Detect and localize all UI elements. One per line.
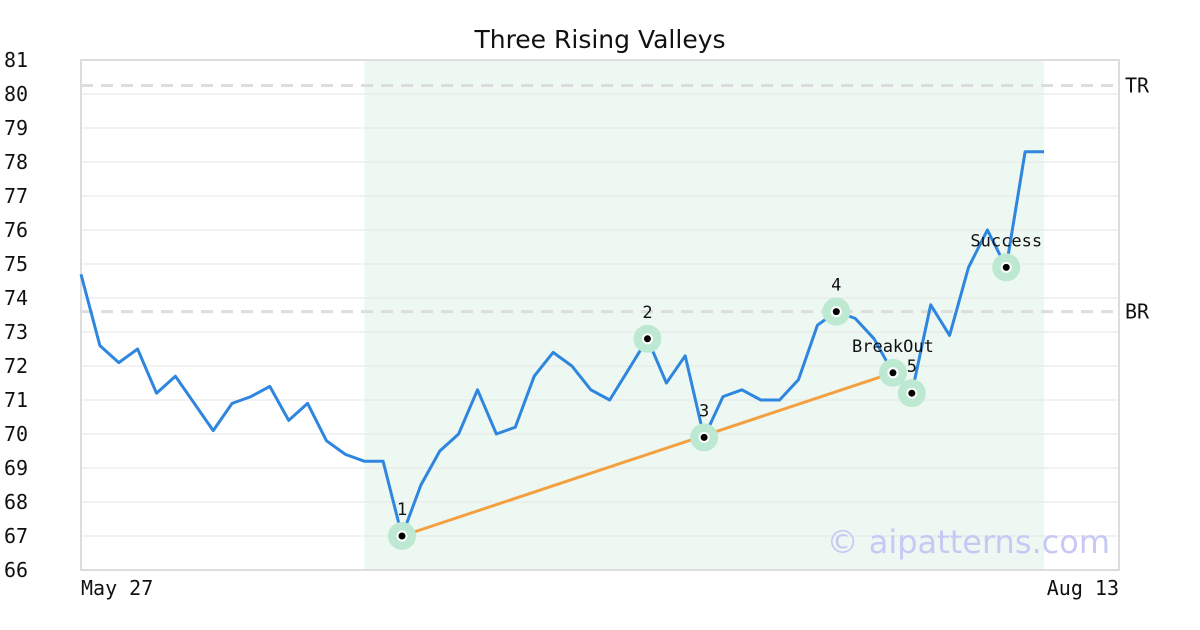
y-tick-label: 80	[4, 82, 28, 106]
y-tick-label: 76	[4, 218, 28, 242]
annotation-dot	[908, 389, 916, 397]
annotation-dot	[398, 532, 406, 540]
y-tick-label: 69	[4, 456, 28, 480]
y-tick-label: 81	[4, 48, 28, 72]
annotation-dot	[700, 433, 708, 441]
chart-title: Three Rising Valleys	[473, 25, 725, 54]
annotation-markers	[388, 253, 1021, 550]
y-tick-label: 70	[4, 422, 28, 446]
annotation-dot	[832, 308, 840, 316]
y-tick-label: 75	[4, 252, 28, 276]
gridlines	[81, 59, 1119, 571]
annotation-label: 4	[831, 276, 841, 296]
annotation-label: BreakOut	[852, 337, 934, 357]
trendline-layer	[400, 371, 895, 538]
annotation-dot	[643, 335, 651, 343]
watermark-layer: © aipatterns.com	[827, 523, 1110, 561]
annotation-dot	[1002, 263, 1010, 271]
annotation-label: 3	[699, 401, 709, 421]
y-tick-label: 71	[4, 388, 28, 412]
x-tick-label: Aug 13	[1047, 576, 1119, 600]
price-line	[79, 150, 1044, 538]
x-tick-label: May 27	[81, 576, 153, 600]
annotation-label: 2	[642, 303, 652, 323]
highlight-region	[364, 60, 1044, 570]
y-tick-label: 67	[4, 524, 28, 548]
y-tick-label: 66	[4, 558, 28, 582]
y-tick-label: 68	[4, 490, 28, 514]
y-tick-label: 72	[4, 354, 28, 378]
reference-line-label: BR	[1125, 300, 1150, 324]
trendline	[400, 371, 895, 538]
plot-frame	[80, 59, 1120, 571]
annotation-label: Success	[970, 231, 1042, 251]
series-layer	[79, 150, 1044, 538]
reference-line-label: TR	[1125, 74, 1150, 98]
highlight-region-layer	[364, 60, 1044, 570]
y-tick-label: 79	[4, 116, 28, 140]
annotation-label: 5	[907, 357, 917, 377]
y-tick-label: 74	[4, 286, 28, 310]
reference-lines: TR BR	[81, 74, 1150, 324]
y-axis-ticks: 66 67 68 69 70 71 72 73 74 75 76 77 78 79 80 81	[4, 48, 28, 582]
annotation-dot	[889, 369, 897, 377]
x-axis-ticks: May 27 Aug 13	[81, 576, 1119, 600]
watermark: © aipatterns.com	[827, 523, 1110, 561]
annotation-label: 1	[397, 500, 407, 520]
y-tick-label: 77	[4, 184, 28, 208]
y-tick-label: 78	[4, 150, 28, 174]
y-tick-label: 73	[4, 320, 28, 344]
